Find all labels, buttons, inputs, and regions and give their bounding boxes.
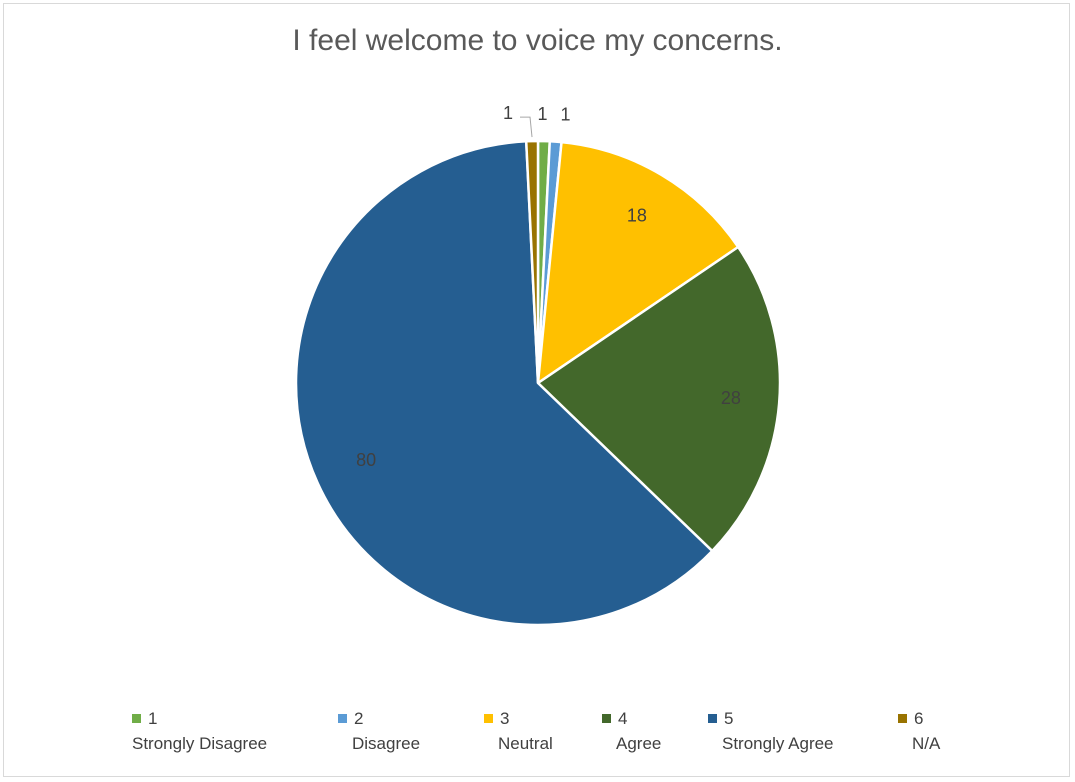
legend-desc-5: Strongly Agree [722,734,834,753]
leader-line-6 [520,116,533,138]
legend-item-2: 2 Disagree [338,706,420,756]
legend-item-6: 6 N/A [898,706,940,756]
legend-code-6: 6 [914,709,924,728]
legend-item-4: 4 Agree [602,706,661,756]
data-label-6: 1 [503,103,513,123]
legend-swatch-6 [898,714,907,723]
legend-swatch-3 [484,714,493,723]
data-label-2: 1 [561,104,571,124]
legend-item-1: 1 Strongly Disagree [132,706,267,756]
legend-swatch-2 [338,714,347,723]
data-label-5: 80 [356,450,376,470]
legend-swatch-1 [132,714,141,723]
pie-slice-4 [536,245,782,553]
pie-slice-5 [294,139,714,627]
legend-desc-4: Agree [616,734,662,753]
pie-slice-6 [524,139,540,384]
legend-code-2: 2 [354,709,364,728]
legend-code-3: 3 [500,709,510,728]
data-label-4: 28 [721,388,741,408]
legend-desc-2: Disagree [352,734,421,753]
legend-item-3: 3 Neutral [484,706,553,756]
pie-slice-3 [536,140,740,386]
legend-item-5: 5 Strongly Agree [708,706,834,756]
legend-swatch-5 [708,714,717,723]
legend-swatch-4 [602,714,611,723]
legend-code-1: 1 [148,709,158,728]
data-label-1: 1 [538,104,548,124]
legend-code-5: 5 [724,709,734,728]
legend-code-4: 4 [618,709,628,728]
legend-desc-6: N/A [912,734,941,753]
legend-desc-1: Strongly Disagree [132,734,268,753]
chart-title: I feel welcome to voice my concerns. [292,24,783,57]
data-label-3: 18 [627,205,647,225]
legend-desc-3: Neutral [498,734,553,753]
